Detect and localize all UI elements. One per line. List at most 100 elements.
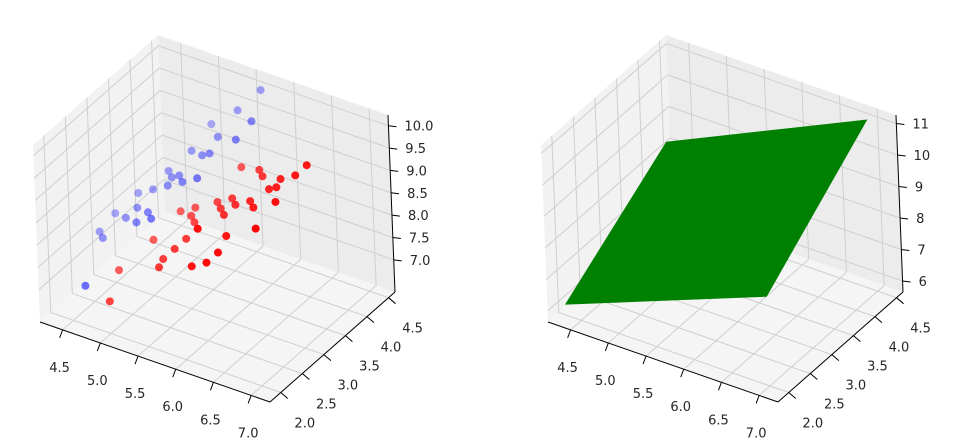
y-gridline <box>72 293 303 375</box>
surface-plane <box>564 119 868 305</box>
y-tick-mark <box>874 316 883 324</box>
x-tick-label: 5.5 <box>633 387 654 402</box>
y-axis-line <box>269 291 396 403</box>
z-gridline <box>544 137 671 249</box>
y-gridline <box>107 78 116 256</box>
y-tick-label: 4.0 <box>381 341 402 356</box>
x-tick-mark <box>755 395 760 404</box>
y-tick-label: 3.5 <box>359 360 380 375</box>
red-point <box>302 161 311 170</box>
x-gridline <box>721 271 847 383</box>
y-gridline <box>151 40 160 218</box>
z-gridline <box>34 90 161 201</box>
y-tick-mark <box>366 316 375 324</box>
z-gridline <box>541 43 667 154</box>
z-tick-label: 7.0 <box>410 254 431 269</box>
z-gridline <box>542 74 668 186</box>
z-tick-label: 8.0 <box>408 209 429 224</box>
red-point <box>159 255 168 264</box>
red-point <box>190 218 199 227</box>
x-tick-label: 5.0 <box>87 374 108 389</box>
x-gridline <box>293 82 302 260</box>
red-point <box>249 203 258 212</box>
red-point <box>213 248 222 257</box>
x-tick-label: 5.0 <box>595 374 616 389</box>
z-gridline <box>667 74 898 156</box>
red-point <box>251 224 260 233</box>
blue-point <box>143 208 152 217</box>
y-gridline <box>551 135 560 313</box>
x-tick-mark <box>209 382 214 391</box>
y-gridline <box>93 274 325 356</box>
red-point <box>202 258 211 267</box>
x-tick-mark <box>604 342 609 352</box>
red-point <box>276 175 285 184</box>
z-gridline <box>161 134 393 216</box>
z-tick-label: 7 <box>917 243 925 258</box>
blue-point <box>233 106 242 115</box>
x-tick-mark <box>59 329 64 339</box>
y-tick-label: 3.0 <box>338 379 359 394</box>
x-tick-mark <box>567 329 572 339</box>
x-tick-label: 7.0 <box>746 426 767 441</box>
z-gridline <box>162 156 394 238</box>
blue-point <box>111 209 120 218</box>
z-tick-label: 9.5 <box>405 142 426 157</box>
red-point <box>255 165 264 174</box>
z-tick-label: 8.5 <box>407 187 428 202</box>
red-point <box>182 234 191 243</box>
y-tick-mark <box>810 373 818 380</box>
x-tick-mark <box>717 382 722 391</box>
blue-point <box>98 234 107 243</box>
surface-3d-axes: 4.55.05.56.06.57.02.02.53.03.54.04.56789… <box>541 35 931 441</box>
blue-point <box>164 166 173 175</box>
y-tick-label: 4.5 <box>910 322 931 337</box>
y-tick-label: 4.5 <box>402 322 423 337</box>
blue-point <box>95 227 104 236</box>
blue-point <box>175 171 184 180</box>
scatter-3d-axes: 4.55.05.56.06.57.02.02.53.03.54.04.57.07… <box>33 35 433 441</box>
red-point <box>115 266 124 275</box>
red-point <box>222 231 231 240</box>
z-gridline <box>35 112 162 224</box>
floor-pane <box>40 212 395 402</box>
red-point <box>216 204 225 213</box>
y-tick-label: 2.0 <box>802 417 823 432</box>
red-point <box>176 207 185 216</box>
y-gridline <box>64 116 73 294</box>
z-tick-mark <box>388 125 397 128</box>
blue-point <box>187 146 196 155</box>
x-gridline <box>62 219 188 331</box>
blue-point <box>205 149 214 158</box>
y-tick-mark <box>323 354 332 361</box>
z-tick-label: 7.5 <box>409 231 430 246</box>
y-tick-label: 4.0 <box>889 341 910 356</box>
y-axis-line <box>777 291 904 403</box>
blue-point <box>231 135 240 144</box>
blue-point <box>148 185 157 194</box>
x-tick-mark <box>134 355 139 365</box>
blue-point <box>207 120 216 129</box>
blue-point <box>213 132 222 141</box>
z-gridline <box>33 45 159 157</box>
x-tick-label: 5.5 <box>125 387 146 402</box>
blue-point <box>133 203 142 212</box>
x-gridline <box>99 232 226 344</box>
z-tick-mark <box>389 147 398 150</box>
red-point <box>105 297 114 306</box>
blue-point <box>81 281 90 290</box>
y-tick-mark <box>345 335 353 343</box>
y-tick-mark <box>388 297 396 305</box>
z-tick-mark <box>896 123 905 125</box>
z-tick-label: 10.0 <box>404 120 433 135</box>
x-tick-mark <box>680 369 685 378</box>
blue-point <box>198 151 207 160</box>
blue-point <box>132 218 141 227</box>
y-gridline <box>129 59 138 237</box>
y-tick-mark <box>896 297 904 305</box>
x-gridline <box>213 271 339 383</box>
z-gridline <box>543 106 670 217</box>
y-gridline <box>572 116 581 294</box>
y-tick-mark <box>831 354 840 361</box>
